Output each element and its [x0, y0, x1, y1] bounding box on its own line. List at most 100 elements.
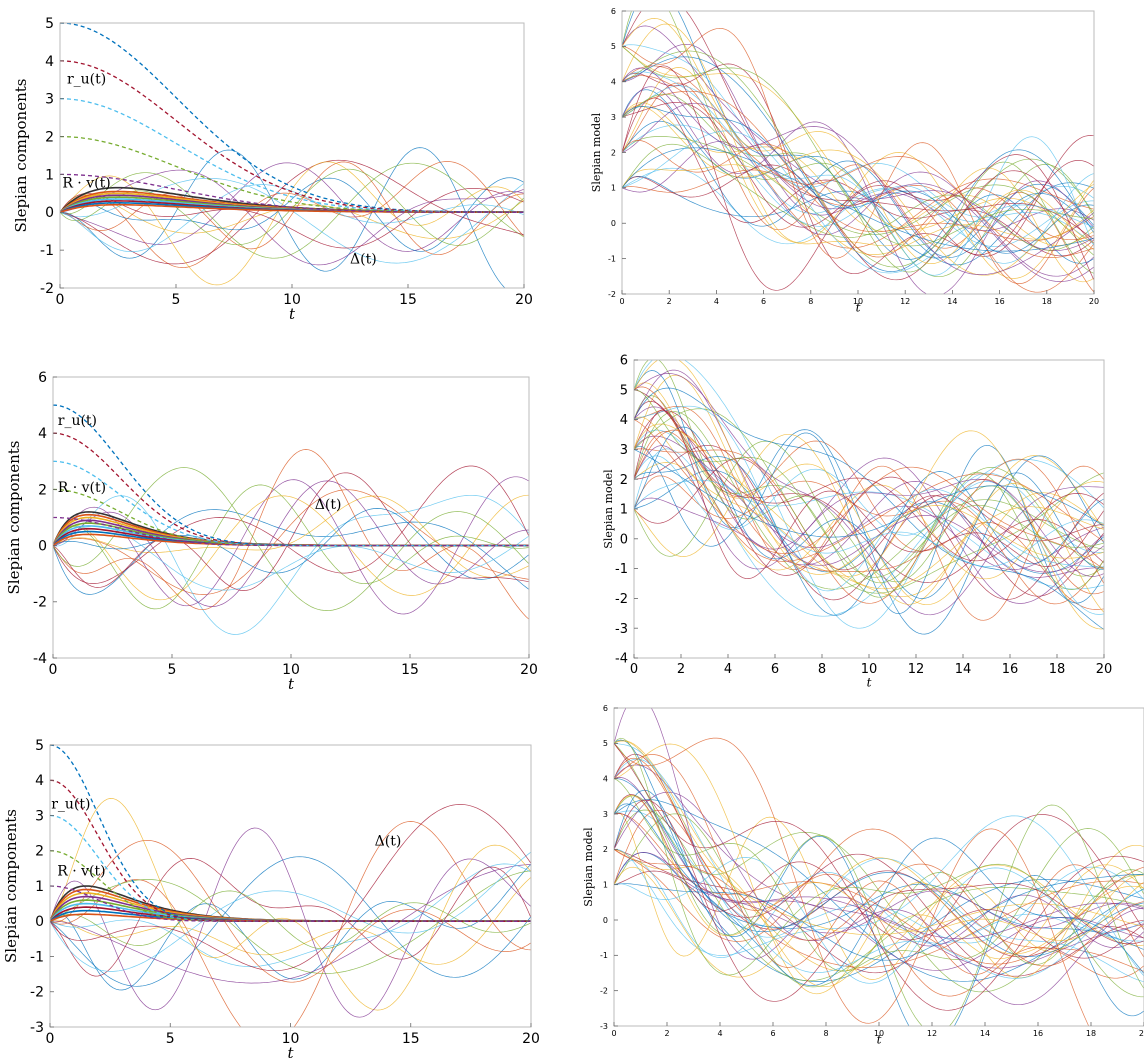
- x-tick-label: 0: [611, 1029, 616, 1038]
- x-tick-label: 10: [874, 1029, 884, 1038]
- x-tick-label: 14: [955, 662, 972, 677]
- x-tick-label: 5: [172, 292, 181, 308]
- noise-series: [60, 161, 524, 256]
- noise-series: [53, 484, 529, 610]
- sample-path: [614, 853, 1144, 977]
- sample-path: [634, 444, 1104, 601]
- sample-path: [622, 71, 1094, 276]
- sample-path: [634, 429, 1104, 635]
- noise-series: [50, 856, 531, 987]
- noise-series: [50, 870, 531, 974]
- decay-series: [60, 23, 524, 213]
- y-tick-label: 5: [603, 739, 608, 748]
- sample-path: [622, 56, 1094, 272]
- sample-path: [622, 106, 1094, 254]
- plot-area: [634, 360, 1104, 635]
- y-tick-label: 6: [611, 7, 616, 16]
- x-axis-label: t: [856, 301, 861, 315]
- x-tick-label: 16: [1002, 662, 1019, 677]
- x-tick-label: 8: [823, 1029, 828, 1038]
- sample-path: [634, 429, 1104, 584]
- axes-box: [49, 744, 532, 1028]
- plot-area: [60, 23, 524, 288]
- sample-path: [622, 23, 1094, 279]
- x-tick-label: 2: [677, 662, 685, 677]
- plot-area: [53, 404, 529, 635]
- sample-path: [634, 416, 1104, 630]
- sample-path: [622, 167, 1094, 245]
- noise-series: [60, 147, 506, 288]
- y-tick-label: 4: [603, 774, 608, 783]
- y-axis-label: Slepian components: [2, 809, 20, 963]
- y-tick-label: 5: [620, 383, 628, 398]
- x-axis-label: t: [877, 1033, 882, 1047]
- sample-path: [634, 445, 1104, 577]
- sample-path: [634, 360, 1104, 575]
- noise-series: [60, 188, 524, 249]
- sample-path: [634, 449, 1104, 538]
- y-tick-label: 4: [38, 426, 47, 442]
- sample-path: [614, 813, 1144, 965]
- y-tick-label: -1: [40, 243, 54, 259]
- y-tick-label: 2: [45, 129, 54, 145]
- y-tick-label: 3: [620, 443, 628, 458]
- noise-series: [60, 184, 524, 252]
- sample-path: [622, 11, 1094, 240]
- sample-path: [614, 849, 1144, 967]
- noise-series: [53, 494, 529, 601]
- y-tick-label: 4: [35, 773, 44, 789]
- noise-series: [50, 804, 531, 972]
- sample-path: [622, 124, 1094, 264]
- annotation-label: r_u(t): [67, 72, 106, 88]
- y-tick-label: 1: [35, 879, 44, 895]
- x-tick-label: 2: [667, 297, 672, 306]
- noise-series: [60, 159, 524, 265]
- y-tick-label: 1: [620, 503, 628, 518]
- noise-series: [50, 877, 531, 965]
- y-tick-label: -2: [608, 290, 616, 299]
- y-tick-label: 3: [611, 113, 616, 122]
- x-tick-label: 0: [46, 1031, 55, 1047]
- sample-path: [622, 90, 1094, 242]
- sample-path: [634, 373, 1104, 616]
- noise-series: [50, 858, 531, 977]
- sample-path: [634, 409, 1104, 579]
- x-tick-label: 20: [520, 662, 538, 678]
- sample-path: [614, 852, 1144, 971]
- sample-path: [622, 102, 1094, 246]
- x-tick-label: 6: [761, 297, 766, 306]
- noise-series: [53, 472, 529, 591]
- x-tick-label: 4: [717, 1029, 722, 1038]
- x-tick-label: 0: [630, 662, 638, 677]
- x-tick-label: 20: [1139, 1029, 1144, 1038]
- sample-path: [622, 75, 1094, 258]
- sample-path: [622, 50, 1094, 268]
- y-tick-label: 2: [620, 473, 628, 488]
- sample-path: [634, 382, 1104, 606]
- noise-series: [60, 177, 524, 252]
- noise-series: [53, 508, 529, 580]
- y-tick-label: 3: [35, 808, 44, 824]
- decay-series: [53, 516, 529, 547]
- y-tick-label: 0: [620, 532, 628, 547]
- noise-series: [60, 161, 524, 286]
- y-axis-label: Slepian model: [582, 827, 595, 907]
- annotation-label: R · v(t): [62, 176, 110, 192]
- noise-series: [60, 161, 524, 268]
- sample-path: [622, 46, 1094, 247]
- y-tick-label: 6: [603, 704, 608, 713]
- sample-path: [614, 743, 1144, 1011]
- sample-path: [622, 164, 1094, 281]
- sample-path: [634, 369, 1104, 573]
- sample-path: [622, 89, 1094, 259]
- noise-series: [53, 476, 529, 615]
- sample-path: [614, 814, 1144, 974]
- noise-series: [50, 864, 531, 984]
- decay-series: [50, 779, 531, 922]
- sample-path: [614, 754, 1144, 975]
- x-tick-label: 8: [818, 662, 826, 677]
- y-tick-label: 2: [38, 482, 47, 498]
- y-tick-label: 0: [38, 539, 47, 555]
- annotation-label: R · v(t): [57, 863, 105, 879]
- noise-series: [60, 194, 524, 240]
